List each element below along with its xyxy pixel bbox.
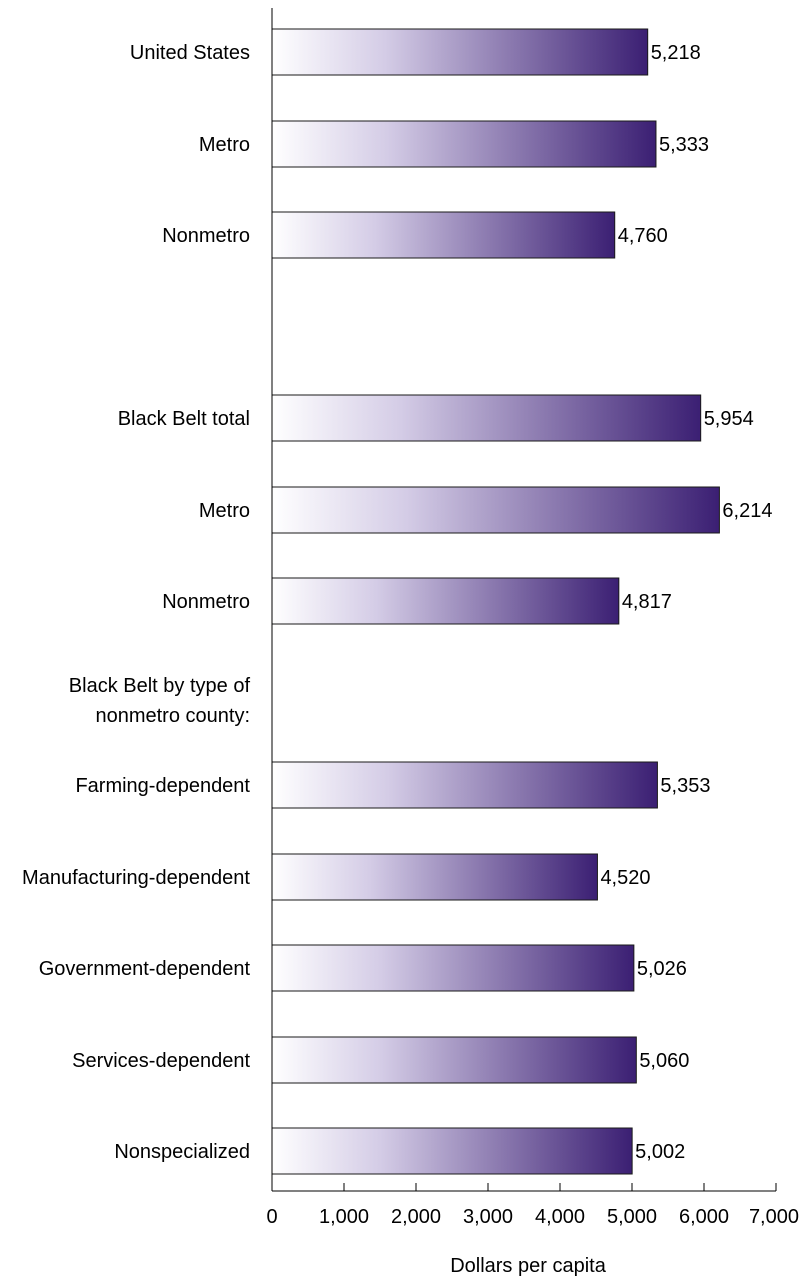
- value-label-7: 5,353: [660, 775, 710, 797]
- category-label-10: Services-dependent: [72, 1050, 250, 1072]
- x-tick-label-0: 0: [266, 1206, 277, 1228]
- bar-7: [271, 761, 658, 809]
- category-label-8: Manufacturing-dependent: [22, 867, 250, 889]
- category-label-7: Farming-dependent: [75, 775, 250, 797]
- x-tick-label-1: 1,000: [319, 1206, 369, 1228]
- category-labels: United States Metro Nonmetro Black Belt tot…: [22, 42, 250, 1163]
- bar-6: [271, 577, 620, 625]
- category-label-11: Nonspecialized: [114, 1141, 250, 1163]
- x-tick-label-5: 5,000: [607, 1206, 657, 1228]
- value-label-5: 6,214: [722, 500, 772, 522]
- x-axis: 0 1,000 2,000 3,000 4,000 5,000 6,000 7,000: [266, 8, 799, 1228]
- group-heading: Black Belt by type of nonmetro county:: [69, 675, 251, 727]
- value-label-3: 4,760: [618, 225, 668, 247]
- x-tick-label-3: 3,000: [463, 1206, 513, 1228]
- x-tick-label-7: 7,000: [749, 1206, 799, 1228]
- group-heading-line-1: Black Belt by type of: [69, 675, 251, 697]
- bar-9: [271, 944, 635, 992]
- category-label-5: Metro: [199, 500, 250, 522]
- x-axis-title: Dollars per capita: [450, 1255, 607, 1277]
- category-label-4: Black Belt total: [118, 408, 250, 430]
- x-tick-label-2: 2,000: [391, 1206, 441, 1228]
- category-label-9: Government-dependent: [39, 958, 251, 980]
- value-label-4: 5,954: [704, 408, 754, 430]
- category-label-3: Nonmetro: [162, 225, 250, 247]
- bar-2: [271, 120, 657, 168]
- bar-5: [271, 486, 720, 534]
- category-label-6: Nonmetro: [162, 591, 250, 613]
- bar-3: [271, 211, 616, 259]
- value-label-9: 5,026: [637, 958, 687, 980]
- value-labels: 5,218 5,333 4,760 5,954 6,214 4,817 5,353 4,520…: [600, 42, 772, 1163]
- value-label-11: 5,002: [635, 1141, 685, 1163]
- x-tick-label-6: 6,000: [679, 1206, 729, 1228]
- bar-10: [271, 1036, 637, 1084]
- value-label-1: 5,218: [651, 42, 701, 64]
- bar-1: [271, 28, 649, 76]
- category-label-1: United States: [130, 42, 250, 64]
- bar-4: [271, 394, 702, 442]
- x-tick-label-4: 4,000: [535, 1206, 585, 1228]
- value-label-8: 4,520: [600, 867, 650, 889]
- value-label-2: 5,333: [659, 134, 709, 156]
- bars-group: [271, 28, 720, 1175]
- value-label-6: 4,817: [622, 591, 672, 613]
- value-label-10: 5,060: [639, 1050, 689, 1072]
- category-label-2: Metro: [199, 134, 250, 156]
- bar-11: [271, 1127, 633, 1175]
- group-heading-line-2: nonmetro county:: [95, 705, 250, 727]
- bar-8: [271, 853, 598, 901]
